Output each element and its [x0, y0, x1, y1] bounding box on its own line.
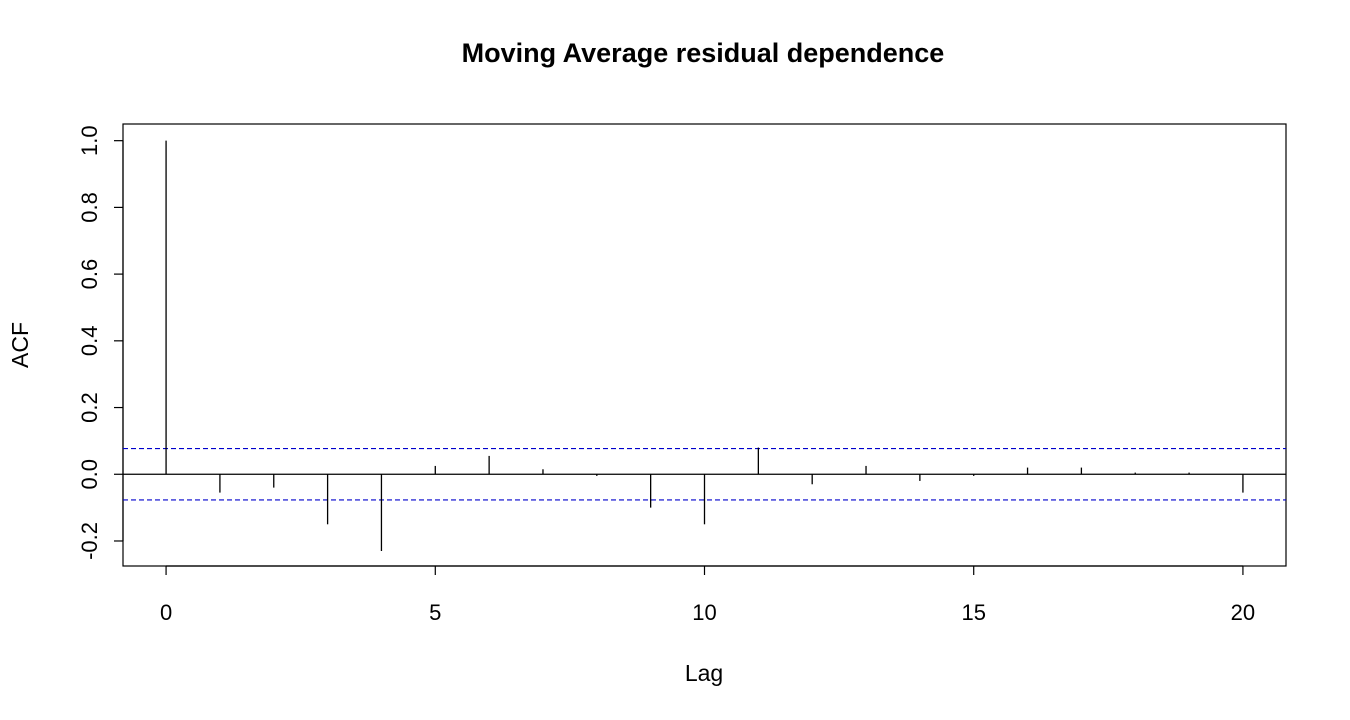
x-axis: 0 5 10 15 20 [160, 565, 1255, 625]
y-tick-label: 0.2 [77, 392, 102, 423]
y-tick-label: 0.4 [77, 326, 102, 357]
y-tick-label: 1.0 [77, 125, 102, 156]
chart-title: Moving Average residual dependence [462, 38, 945, 68]
y-axis: -0.2 0.0 0.2 0.4 0.6 0.8 1.0 [77, 125, 124, 560]
y-tick-label: 0.0 [77, 459, 102, 490]
y-axis-label: ACF [7, 322, 33, 368]
x-tick-label: 20 [1231, 600, 1255, 625]
x-axis-label: Lag [685, 660, 723, 686]
plot-area [123, 140, 1286, 551]
x-tick-label: 10 [692, 600, 716, 625]
x-tick-label: 5 [429, 600, 441, 625]
x-tick-label: 0 [160, 600, 172, 625]
x-tick-label: 15 [961, 600, 985, 625]
y-tick-label: 0.8 [77, 192, 102, 223]
y-tick-label: -0.2 [77, 522, 102, 560]
y-tick-label: 0.6 [77, 259, 102, 290]
